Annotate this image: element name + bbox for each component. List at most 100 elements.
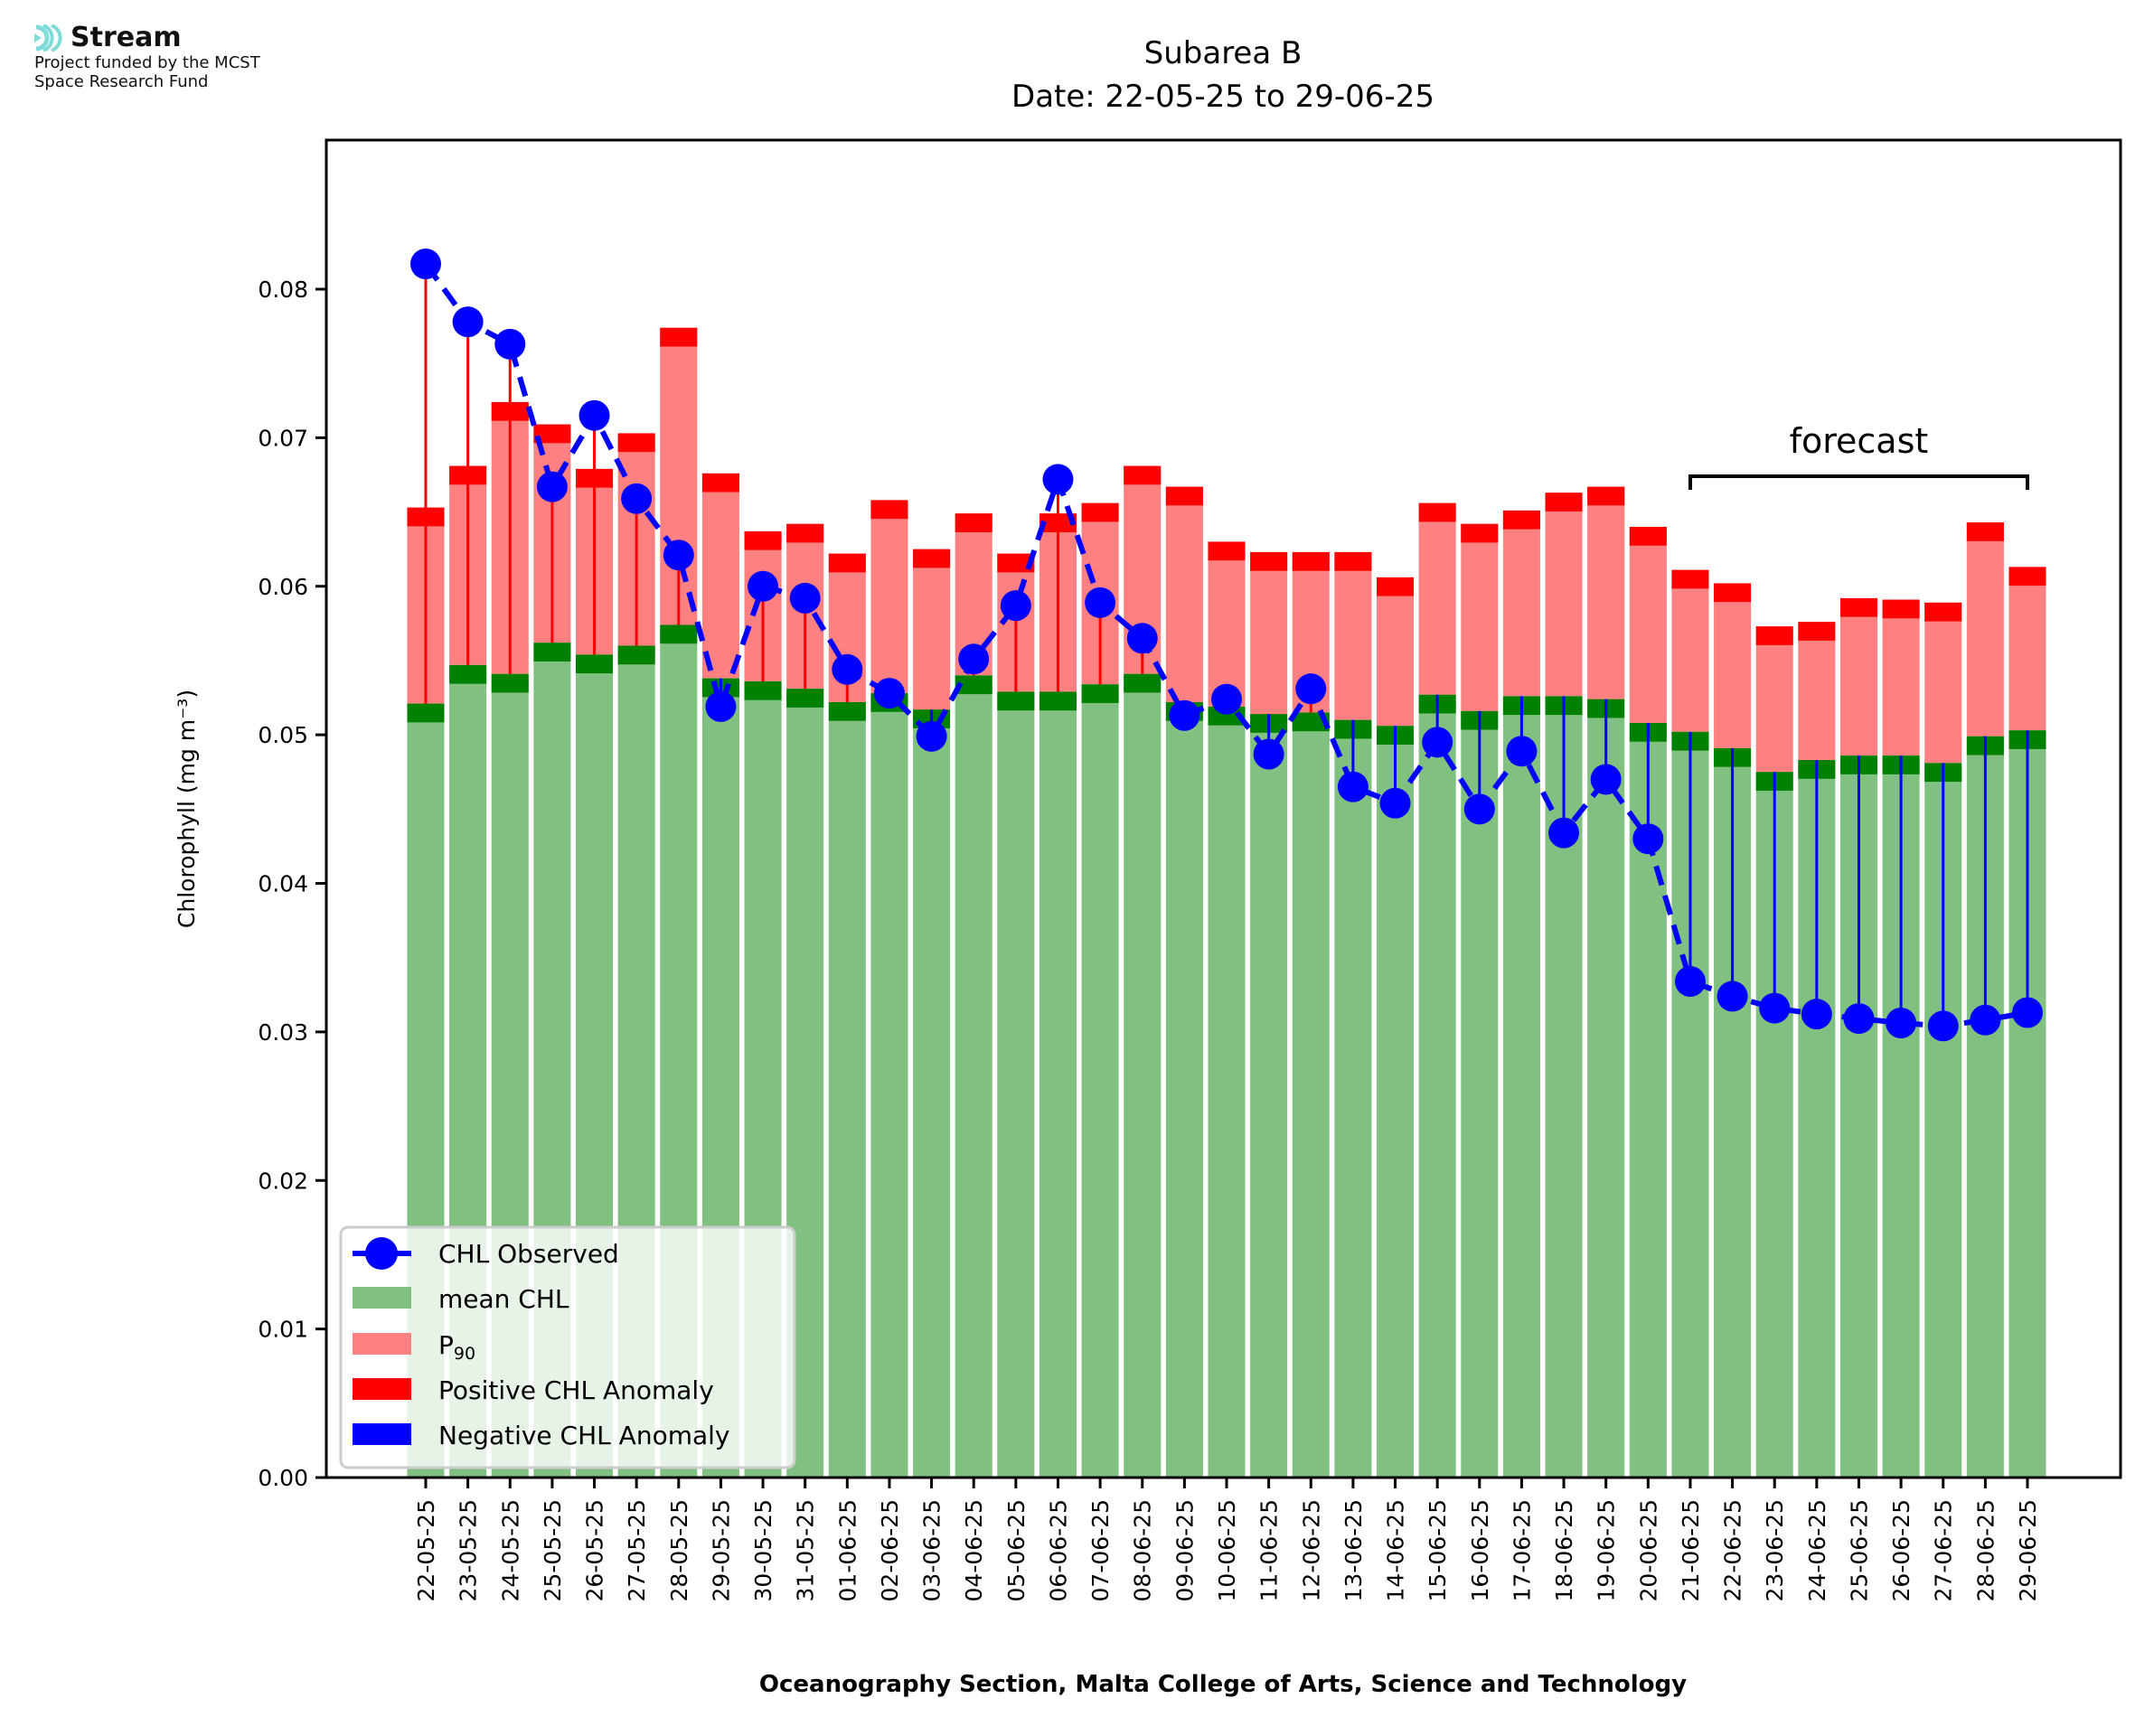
legend-label-mean: mean CHL <box>438 1284 569 1314</box>
mean-bar <box>913 709 951 1478</box>
x-tick-label: 23-05-25 <box>456 1499 482 1601</box>
p90-cap <box>1124 465 1162 485</box>
observed-point <box>1000 590 1031 622</box>
x-tick-label: 24-05-25 <box>497 1499 523 1601</box>
observed-point <box>1379 787 1411 819</box>
p90-cap <box>1882 599 1920 619</box>
observed-point <box>789 582 821 614</box>
p90-cap <box>955 513 992 532</box>
x-tick-label: 27-05-25 <box>624 1499 650 1601</box>
mean-bar <box>1039 691 1077 1478</box>
p90-bar <box>1882 599 1920 756</box>
mean-cap <box>449 664 487 684</box>
p90-cap <box>1250 551 1288 571</box>
p90-cap <box>617 433 655 453</box>
mean-bar <box>1165 701 1203 1478</box>
mean-bar <box>1461 710 1499 1478</box>
observed-point <box>1590 764 1622 795</box>
x-tick-label: 26-06-25 <box>1888 1499 1914 1601</box>
observed-point <box>705 690 737 722</box>
x-tick-label: 28-05-25 <box>666 1499 692 1601</box>
x-tick-label: 30-05-25 <box>750 1499 776 1601</box>
legend-swatch-mean <box>353 1287 411 1309</box>
mean-cap <box>828 701 866 721</box>
y-axis-label: Chlorophyll (mg m⁻³) <box>174 690 200 928</box>
observed-point <box>958 643 990 675</box>
mean-cap <box>1292 712 1330 732</box>
x-tick-label: 23-06-25 <box>1762 1499 1788 1601</box>
x-tick-label: 28-06-25 <box>1972 1499 1999 1601</box>
p90-bar <box>1755 626 1793 773</box>
p90-cap <box>913 549 951 568</box>
legend-swatch-positive <box>353 1378 411 1400</box>
x-tick-label: 08-06-25 <box>1130 1499 1156 1601</box>
p90-cap <box>1587 486 1625 506</box>
y-tick-label: 0.00 <box>258 1465 308 1491</box>
observed-point <box>2012 997 2043 1028</box>
mean-cap <box>1124 673 1162 693</box>
mean-cap <box>407 703 445 723</box>
legend-label-negative: Negative CHL Anomaly <box>438 1421 729 1450</box>
p90-cap <box>828 553 866 573</box>
x-tick-label: 25-05-25 <box>540 1499 566 1601</box>
observed-point <box>1801 999 1832 1030</box>
x-tick-label: 29-06-25 <box>2015 1499 2041 1601</box>
p90-bar <box>1545 493 1583 697</box>
forecast-annotation: forecast <box>1688 421 2029 490</box>
plot-area <box>407 249 2046 1478</box>
p90-cap <box>870 500 908 520</box>
observed-point <box>1632 823 1664 855</box>
x-tick-label: 20-06-25 <box>1635 1499 1661 1601</box>
p90-cap <box>1966 522 2004 541</box>
mean-bar <box>870 693 908 1478</box>
p90-bar <box>870 500 908 694</box>
x-tick-label: 13-06-25 <box>1340 1499 1367 1601</box>
p90-bar <box>2008 567 2046 731</box>
p90-cap <box>1208 541 1246 561</box>
p90-cap <box>1502 510 1540 530</box>
p90-cap <box>1461 523 1499 543</box>
observed-point <box>1759 992 1791 1024</box>
p90-bar <box>1839 597 1877 756</box>
observed-point <box>1548 817 1580 849</box>
observed-point <box>1422 727 1453 758</box>
observed-point <box>1169 699 1200 731</box>
observed-point <box>1970 1004 2001 1036</box>
observed-point <box>1886 1008 1917 1039</box>
mean-bar <box>1334 719 1372 1478</box>
observed-point <box>1506 736 1538 767</box>
observed-point <box>663 540 694 571</box>
y-tick-label: 0.05 <box>258 722 308 748</box>
x-tick-label: 05-06-25 <box>1003 1499 1030 1601</box>
p90-cap <box>533 424 571 444</box>
y-axis: 0.00 0.01 0.02 0.03 0.04 0.05 0.06 0.07 0.08 <box>258 277 326 1491</box>
p90-bar <box>913 549 951 710</box>
mean-bar <box>828 701 866 1478</box>
mean-bar <box>1377 726 1415 1478</box>
legend-swatch-p90 <box>353 1333 411 1355</box>
x-tick-label: 11-06-25 <box>1256 1499 1283 1601</box>
observed-point <box>1843 1003 1875 1035</box>
x-tick-label: 29-05-25 <box>708 1499 734 1601</box>
x-tick-label: 17-06-25 <box>1509 1499 1535 1601</box>
observed-point <box>536 471 568 502</box>
observed-point <box>1337 771 1369 802</box>
p90-cap <box>1629 527 1667 546</box>
legend: CHL Observed mean CHL P90 Positive CHL A… <box>339 1225 796 1469</box>
p90-bar <box>1250 551 1288 715</box>
x-tick-label: 26-05-25 <box>582 1499 608 1601</box>
observed-point <box>1717 981 1748 1012</box>
x-axis: 22-05-25 23-05-25 24-05-25 25-05-25 26-05-25… <box>413 1478 2041 1601</box>
x-tick-label: 31-05-25 <box>793 1499 819 1601</box>
mean-cap <box>744 680 782 700</box>
p90-bar <box>1208 541 1246 707</box>
p90-cap <box>1418 502 1456 522</box>
p90-cap <box>1081 502 1119 522</box>
x-tick-label: 02-06-25 <box>877 1499 903 1601</box>
p90-cap <box>1671 569 1709 589</box>
x-tick-label: 15-06-25 <box>1425 1499 1451 1601</box>
p90-bar <box>1924 602 1962 764</box>
p90-cap <box>1377 577 1415 596</box>
p90-bar <box>1587 486 1625 699</box>
